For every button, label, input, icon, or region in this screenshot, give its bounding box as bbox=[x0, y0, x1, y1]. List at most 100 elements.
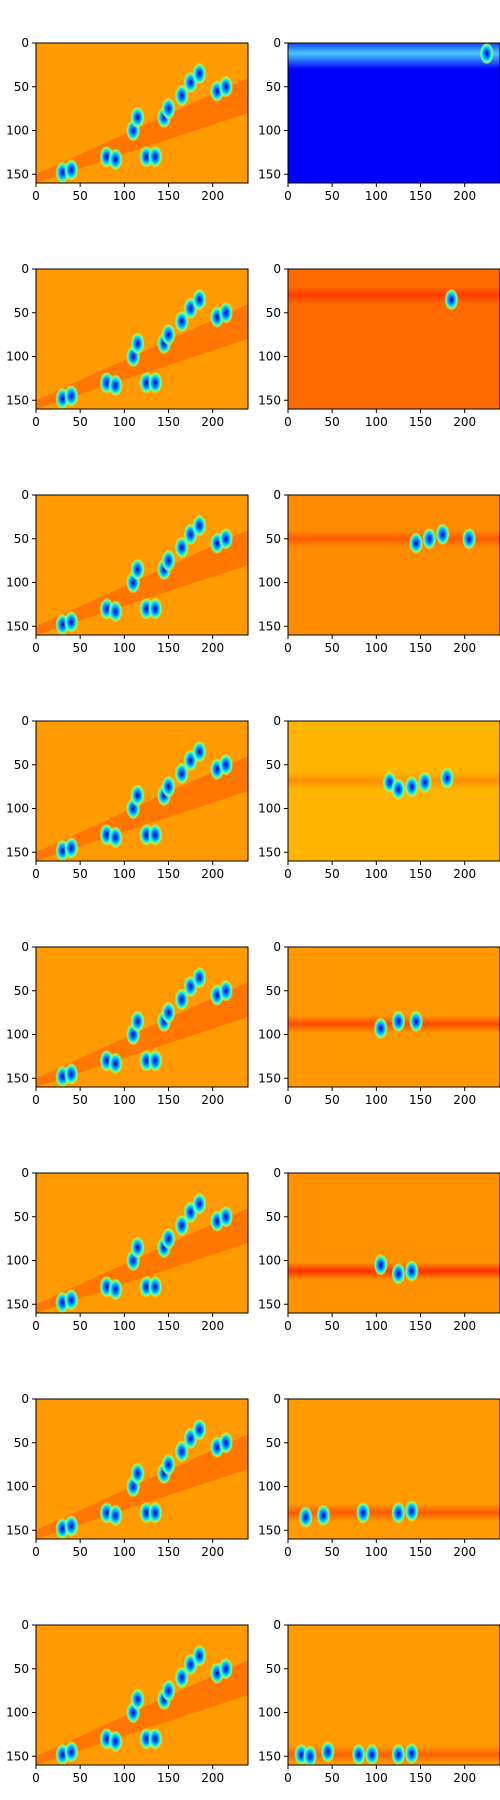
activation-blob bbox=[130, 106, 145, 129]
activation-blob bbox=[404, 1742, 419, 1765]
x-tick-label: 150 bbox=[409, 189, 432, 203]
activation-blob bbox=[130, 558, 145, 581]
activation-blob bbox=[64, 610, 79, 633]
y-tick-label: 100 bbox=[258, 124, 281, 138]
y-tick-label: 50 bbox=[266, 306, 281, 320]
x-tick-label: 0 bbox=[284, 641, 292, 655]
y-tick-label: 50 bbox=[14, 1210, 29, 1224]
panel-r1-c1: 0 50 100 150 200 0 50 100 150 bbox=[6, 36, 249, 203]
x-tick-label: 100 bbox=[113, 641, 136, 655]
panel-r3-c2: 0 50 100 150 200 0 50 100 150 bbox=[258, 488, 500, 655]
activation-blob bbox=[404, 1500, 419, 1522]
y-tick-label: 100 bbox=[258, 1480, 281, 1494]
y-tick-label: 100 bbox=[258, 350, 281, 364]
axes-frame bbox=[287, 268, 500, 410]
axes-frame bbox=[35, 720, 249, 862]
activation-blob bbox=[218, 527, 233, 550]
panel-r8-c2: 0 50 100 150 200 0 50 100 150 bbox=[258, 1618, 500, 1785]
x-tick-label: 100 bbox=[365, 1771, 388, 1785]
activation-blob bbox=[108, 374, 123, 397]
y-tick-label: 0 bbox=[273, 1166, 281, 1180]
y-tick-label: 100 bbox=[6, 802, 29, 816]
activation-blob bbox=[130, 1010, 145, 1033]
activation-blob bbox=[64, 384, 79, 407]
y-tick-label: 150 bbox=[258, 1749, 281, 1763]
y-tick-label: 150 bbox=[6, 167, 29, 181]
x-tick-label: 0 bbox=[284, 1093, 292, 1107]
x-tick-label: 0 bbox=[284, 1771, 292, 1785]
activation-blob bbox=[218, 753, 233, 776]
heatmap-image bbox=[288, 495, 500, 635]
y-tick-label: 150 bbox=[6, 619, 29, 633]
activation-blob bbox=[351, 1743, 366, 1765]
x-tick-label: 50 bbox=[325, 189, 340, 203]
activation-band bbox=[288, 286, 500, 304]
axes-frame bbox=[287, 1624, 500, 1766]
activation-blob bbox=[373, 1017, 388, 1040]
x-tick-label: 0 bbox=[32, 1545, 40, 1559]
panel-r2-c1: 0 50 100 150 200 0 50 100 150 bbox=[6, 262, 249, 429]
x-tick-label: 200 bbox=[453, 1319, 476, 1333]
x-tick-label: 0 bbox=[32, 641, 40, 655]
x-tick-label: 200 bbox=[453, 1545, 476, 1559]
heatmap-background bbox=[288, 1625, 500, 1765]
y-tick-label: 150 bbox=[6, 1297, 29, 1311]
y-tick-label: 0 bbox=[21, 1618, 29, 1632]
y-tick-label: 150 bbox=[6, 845, 29, 859]
x-tick-label: 50 bbox=[73, 1319, 88, 1333]
x-tick-label: 150 bbox=[409, 1093, 432, 1107]
x-tick-label: 100 bbox=[113, 867, 136, 881]
x-tick-label: 100 bbox=[113, 415, 136, 429]
activation-blob bbox=[161, 1227, 176, 1250]
x-tick-label: 100 bbox=[365, 1093, 388, 1107]
x-tick-label: 50 bbox=[325, 1319, 340, 1333]
x-tick-label: 200 bbox=[201, 1771, 224, 1785]
axes-frame bbox=[287, 1172, 500, 1314]
x-tick-label: 0 bbox=[284, 1319, 292, 1333]
heatmap-image bbox=[288, 269, 500, 409]
activation-blob bbox=[148, 371, 163, 394]
activation-blob bbox=[161, 775, 176, 798]
activation-blob bbox=[64, 1740, 79, 1763]
y-tick-label: 150 bbox=[258, 1297, 281, 1311]
x-tick-label: 200 bbox=[453, 415, 476, 429]
y-tick-label: 100 bbox=[6, 1480, 29, 1494]
x-tick-label: 0 bbox=[284, 867, 292, 881]
heatmap-image bbox=[36, 43, 248, 183]
panel-r5-c1: 0 50 100 150 200 0 50 100 150 bbox=[6, 940, 249, 1107]
activation-blob bbox=[148, 597, 163, 620]
y-tick-label: 150 bbox=[6, 1749, 29, 1763]
activation-blob bbox=[130, 1462, 145, 1485]
axes-frame bbox=[35, 1624, 249, 1766]
activation-blob bbox=[64, 1288, 79, 1311]
activation-blob bbox=[148, 823, 163, 846]
axes-frame bbox=[287, 720, 500, 862]
y-tick-label: 0 bbox=[273, 36, 281, 50]
x-tick-label: 150 bbox=[409, 867, 432, 881]
x-tick-label: 150 bbox=[409, 1545, 432, 1559]
y-tick-label: 50 bbox=[14, 306, 29, 320]
activation-blob bbox=[462, 527, 477, 550]
panel-r5-c2: 0 50 100 150 200 0 50 100 150 bbox=[258, 940, 500, 1107]
x-tick-label: 50 bbox=[325, 1093, 340, 1107]
x-tick-label: 0 bbox=[32, 1771, 40, 1785]
y-tick-label: 0 bbox=[21, 940, 29, 954]
activation-blob bbox=[218, 1431, 233, 1454]
diagonal-streak bbox=[36, 1660, 248, 1765]
activation-blob bbox=[108, 1730, 123, 1753]
x-tick-label: 0 bbox=[284, 1545, 292, 1559]
activation-blob bbox=[192, 514, 207, 537]
y-tick-label: 100 bbox=[258, 802, 281, 816]
activation-blob bbox=[148, 145, 163, 168]
activation-blob bbox=[64, 1514, 79, 1537]
heatmap-image bbox=[288, 1173, 500, 1313]
axes-frame bbox=[35, 1172, 249, 1314]
panel-r4-c2: 0 50 100 150 200 0 50 100 150 bbox=[258, 714, 500, 881]
x-tick-label: 150 bbox=[157, 189, 180, 203]
y-tick-label: 50 bbox=[14, 1436, 29, 1450]
heatmap-image bbox=[36, 269, 248, 409]
activation-blob bbox=[174, 310, 189, 333]
x-tick-label: 100 bbox=[365, 1319, 388, 1333]
activation-blob bbox=[161, 1453, 176, 1476]
